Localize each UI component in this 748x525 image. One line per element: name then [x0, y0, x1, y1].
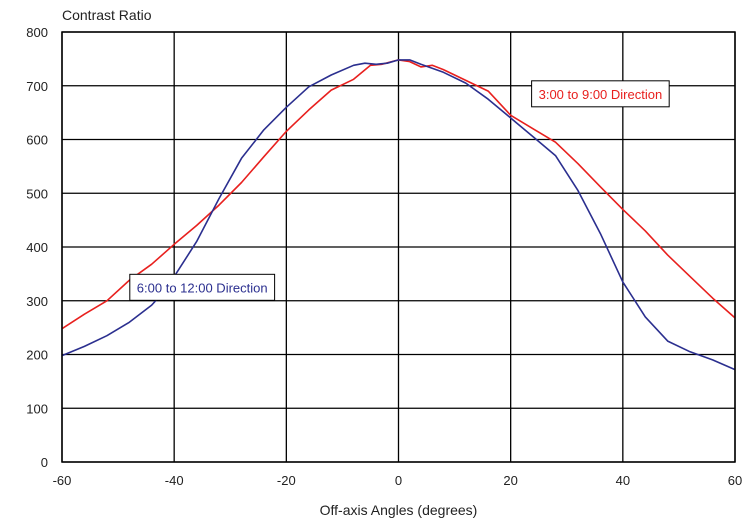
x-tick-label: 60	[728, 473, 742, 488]
x-tick-labels: -60 -40 -20 0 20 40 60	[53, 473, 743, 488]
x-tick-label: 40	[616, 473, 630, 488]
y-tick-label: 500	[26, 186, 48, 201]
x-tick-label: -60	[53, 473, 72, 488]
x-tick-label: -20	[277, 473, 296, 488]
annotation-frame	[129, 273, 276, 301]
y-tick-label: 600	[26, 133, 48, 148]
x-tick-label: 20	[503, 473, 517, 488]
annotation-frame	[531, 80, 670, 108]
y-tick-label: 0	[41, 455, 48, 470]
y-tick-label: 200	[26, 348, 48, 363]
plot-frame	[61, 31, 736, 463]
annotation-label: 6:00 to 12:00 Direction	[137, 280, 268, 295]
annotations: 3:00 to 9:00 Direction 6:00 to 12:00 Dire…	[129, 80, 670, 301]
y-tick-label: 800	[26, 25, 48, 40]
annotation-label: 3:00 to 9:00 Direction	[539, 87, 663, 102]
y-axis-title: Contrast Ratio	[62, 7, 152, 23]
y-tick-label: 700	[26, 79, 48, 94]
annotation-box-1: 6:00 to 12:00 Direction	[129, 273, 276, 301]
series-line-0	[61, 59, 736, 330]
y-tick-label: 400	[26, 240, 48, 255]
y-tick-labels: 0 100 200 300 400 500 600 700 800	[26, 25, 48, 470]
x-tick-label: -40	[165, 473, 184, 488]
x-axis-title: Off-axis Angles (degrees)	[320, 502, 478, 518]
annotation-box-0: 3:00 to 9:00 Direction	[531, 80, 670, 108]
y-tick-label: 300	[26, 294, 48, 309]
x-tick-label: 0	[395, 473, 402, 488]
y-tick-label: 100	[26, 401, 48, 416]
